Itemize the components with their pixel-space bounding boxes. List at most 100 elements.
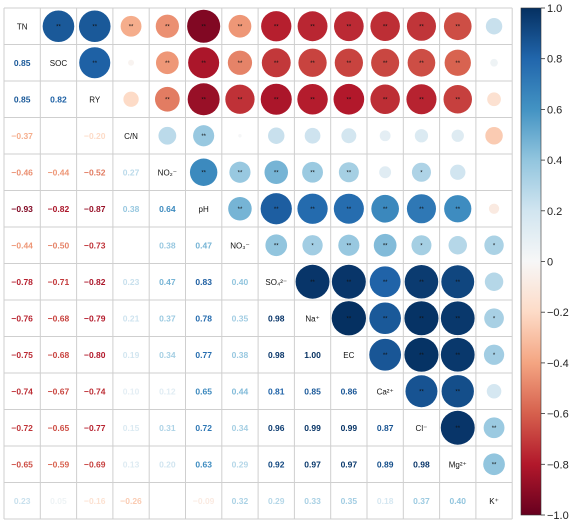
correlation-circle bbox=[78, 10, 111, 43]
correlation-circle bbox=[341, 128, 357, 144]
correlation-value: 0.47 bbox=[159, 277, 176, 287]
significance-mark: ** bbox=[455, 426, 460, 432]
correlation-circle bbox=[406, 11, 437, 41]
correlation-circle bbox=[451, 129, 464, 142]
significance-mark: ** bbox=[419, 316, 424, 322]
significance-mark: ** bbox=[455, 61, 460, 67]
correlation-circle bbox=[490, 58, 498, 67]
correlation-value: 0.38 bbox=[123, 204, 140, 214]
correlation-circle bbox=[411, 235, 432, 256]
correlation-value: −0.68 bbox=[48, 350, 70, 360]
diagonal-label: Na⁺ bbox=[305, 314, 319, 323]
correlation-value: 0.34 bbox=[159, 350, 176, 360]
correlation-circle bbox=[261, 48, 291, 78]
correlation-circle bbox=[331, 301, 366, 336]
significance-mark: ** bbox=[129, 24, 134, 30]
correlation-circle bbox=[227, 50, 253, 75]
significance-mark: ** bbox=[419, 280, 424, 286]
significance-mark: ** bbox=[347, 97, 352, 103]
significance-mark: ** bbox=[419, 353, 424, 359]
correlation-circle bbox=[483, 417, 505, 439]
diagonal-label: Cl⁻ bbox=[416, 424, 428, 433]
correlation-circle bbox=[406, 84, 437, 115]
correlation-circle bbox=[414, 129, 429, 143]
correlation-value: −0.09 bbox=[193, 496, 215, 506]
correlation-circle bbox=[371, 48, 400, 77]
correlation-value: 0.87 bbox=[377, 423, 394, 433]
correlation-circle bbox=[187, 9, 221, 43]
correlation-circle bbox=[485, 127, 503, 145]
correlation-value: −0.71 bbox=[48, 277, 70, 287]
correlation-value: −0.75 bbox=[11, 350, 33, 360]
correlation-circle bbox=[404, 264, 439, 299]
correlation-value: 0.83 bbox=[195, 277, 212, 287]
correlation-circle bbox=[120, 15, 142, 37]
correlation-value: 0.29 bbox=[232, 459, 249, 469]
colorbar-tick-label: −0.4 bbox=[547, 358, 569, 370]
colorbar-tick-label: 0.8 bbox=[547, 54, 562, 66]
correlation-circle bbox=[441, 375, 474, 408]
correlation-value: 0.98 bbox=[413, 459, 430, 469]
correlation-circle bbox=[268, 127, 285, 144]
correlation-value: 0.13 bbox=[123, 459, 140, 469]
correlation-value: 0.99 bbox=[341, 423, 358, 433]
correlation-value: 0.92 bbox=[268, 459, 285, 469]
correlation-circle bbox=[338, 162, 359, 183]
significance-mark: ** bbox=[310, 61, 315, 67]
significance-mark: ** bbox=[383, 243, 388, 249]
diagonal-label: pH bbox=[199, 205, 209, 214]
correlation-circle bbox=[369, 302, 401, 335]
significance-mark: ** bbox=[274, 243, 279, 249]
correlation-circle bbox=[484, 308, 504, 329]
correlation-circle bbox=[484, 235, 504, 255]
correlation-value: 0.18 bbox=[377, 496, 394, 506]
correlation-circle bbox=[334, 48, 363, 77]
correlation-circle bbox=[371, 194, 399, 223]
correlation-value: −0.65 bbox=[48, 423, 70, 433]
correlation-circle bbox=[187, 83, 220, 116]
correlation-value: 0.35 bbox=[341, 496, 358, 506]
colorbar-gradient bbox=[520, 7, 542, 516]
matrix-cells: TN ** ** ** ** ** ** ** ** ** ** ** **0.85 SOC ** ** ** *… bbox=[11, 9, 505, 506]
diagonal-label: Mg²⁺ bbox=[449, 460, 467, 469]
correlation-value: −0.72 bbox=[11, 423, 33, 433]
correlation-circle bbox=[238, 134, 242, 138]
correlation-value: −0.82 bbox=[48, 204, 70, 214]
significance-mark: ** bbox=[383, 353, 388, 359]
significance-mark: ** bbox=[201, 134, 206, 140]
correlation-circle bbox=[79, 47, 111, 79]
correlation-circle bbox=[404, 337, 439, 372]
correlation-value: −0.20 bbox=[84, 131, 106, 141]
correlation-circle bbox=[443, 12, 472, 41]
correlation-value: 0.85 bbox=[14, 94, 31, 104]
significance-mark: ** bbox=[92, 61, 97, 67]
correlation-value: 0.21 bbox=[123, 313, 140, 323]
correlation-value: 0.98 bbox=[268, 313, 285, 323]
correlation-value: 0.63 bbox=[195, 459, 212, 469]
colorbar-tick-label: 0 bbox=[547, 257, 553, 269]
correlation-circle bbox=[440, 410, 475, 445]
correlation-value: 0.86 bbox=[341, 386, 358, 396]
correlation-value: 0.99 bbox=[304, 423, 321, 433]
correlation-circle bbox=[441, 265, 475, 299]
correlation-circle bbox=[128, 59, 135, 66]
colorbar-tick-label: 0.6 bbox=[547, 104, 562, 116]
significance-mark: ** bbox=[347, 243, 352, 249]
significance-mark: * bbox=[493, 353, 496, 359]
significance-mark: ** bbox=[347, 61, 352, 67]
correlation-value: 0.40 bbox=[232, 277, 249, 287]
correlation-circle bbox=[370, 84, 400, 114]
correlation-circle bbox=[189, 158, 218, 186]
significance-mark: ** bbox=[383, 207, 388, 213]
significance-mark: ** bbox=[419, 24, 424, 30]
significance-mark: ** bbox=[455, 207, 460, 213]
correlation-value: 0.31 bbox=[159, 423, 176, 433]
colorbar-tick-label: 0.4 bbox=[547, 155, 562, 167]
correlation-circle bbox=[369, 338, 402, 371]
correlation-circle bbox=[334, 11, 364, 42]
correlation-value: −0.37 bbox=[11, 131, 33, 141]
correlation-value: 0.27 bbox=[123, 167, 140, 177]
correlation-value: 0.97 bbox=[341, 459, 358, 469]
significance-mark: ** bbox=[238, 61, 243, 67]
correlation-circle bbox=[297, 193, 328, 224]
